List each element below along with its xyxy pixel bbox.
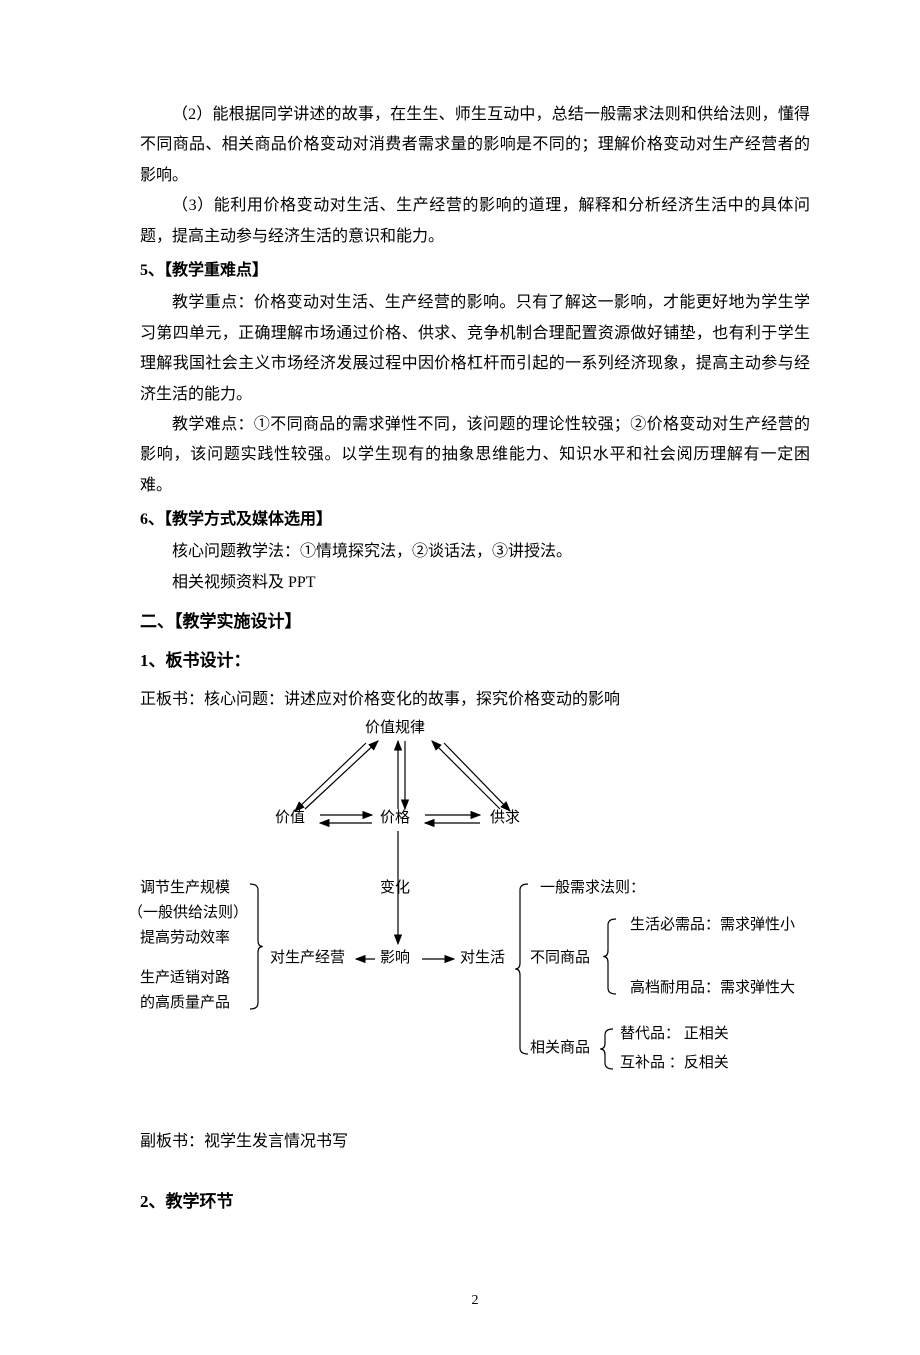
diagram-node-prod3b: 的高质量产品 xyxy=(140,994,230,1012)
section-6-methods: 核心问题教学法：①情境探究法，②谈话法，③讲授法。 xyxy=(140,537,810,567)
diagram-node-life_rule: 一般需求法则： xyxy=(540,879,645,897)
diagram-node-prod2: 提高劳动效率 xyxy=(140,929,230,947)
diagram-node-left: 价值 xyxy=(275,809,305,827)
paragraph-3: （3）能利用价格变动对生活、生产经营的影响的道理，解释和分析经济生活中的具体问题… xyxy=(140,191,810,252)
sub-board-label: 副板书：视学生发言情况书写 xyxy=(140,1127,810,1157)
diagram-node-life_rel1: 替代品： 正相关 xyxy=(620,1025,729,1043)
section-5-heading: 5、【教学重难点】 xyxy=(140,256,810,286)
section-2-heading: 二、【教学实施设计】 xyxy=(140,606,810,638)
section-6-heading: 6、【教学方式及媒体选用】 xyxy=(140,505,810,535)
diagram-node-life_diff1: 生活必需品：需求弹性小 xyxy=(630,916,795,934)
diagram-node-top: 价值规律 xyxy=(365,719,425,737)
diagram-node-life: 对生活 xyxy=(460,949,505,967)
section-2-1-heading: 1、板书设计： xyxy=(140,645,810,677)
diagram-node-life_rel2: 互补品 ：反相关 xyxy=(620,1054,729,1072)
paragraph-2: （2）能根据同学讲述的故事，在生生、师生互动中，总结一般需求法则和供给法则，懂得… xyxy=(140,100,810,191)
section-5-difficult: 教学难点：①不同商品的需求弹性不同，该问题的理论性较强；②价格变动对生产经营的影… xyxy=(140,410,810,501)
main-board-label: 正板书：核心问题：讲述应对价格变化的故事，探究价格变动的影响 xyxy=(140,685,810,715)
section-5-key: 教学重点：价格变动对生活、生产经营的影响。只有了解这一影响，才能更好地为学生学习… xyxy=(140,288,810,410)
diagram-node-effect: 影响 xyxy=(380,949,410,967)
diagram-node-prod3a: 生产适销对路 xyxy=(140,969,230,987)
section-2-2-heading: 2、教学环节 xyxy=(140,1186,810,1218)
diagram-node-prod: 对生产经营 xyxy=(270,949,345,967)
concept-diagram: 价值规律价值价格供求变化影响对生产经营对生活调节生产规模（一般供给法则）提高劳动… xyxy=(140,719,820,1119)
diagram-node-change: 变化 xyxy=(380,879,410,897)
diagram-node-life_rel: 相关商品 xyxy=(530,1039,590,1057)
page-number: 2 xyxy=(140,1288,810,1315)
diagram-node-prod1b: （一般供给法则） xyxy=(128,904,248,922)
diagram-node-mid: 价格 xyxy=(380,809,410,827)
diagram-node-prod1: 调节生产规模 xyxy=(140,879,230,897)
diagram-node-life_diff: 不同商品 xyxy=(530,949,590,967)
diagram-node-right: 供求 xyxy=(490,809,520,827)
section-6-media: 相关视频资料及 PPT xyxy=(140,568,810,598)
diagram-node-life_diff2: 高档耐用品：需求弹性大 xyxy=(630,979,795,997)
